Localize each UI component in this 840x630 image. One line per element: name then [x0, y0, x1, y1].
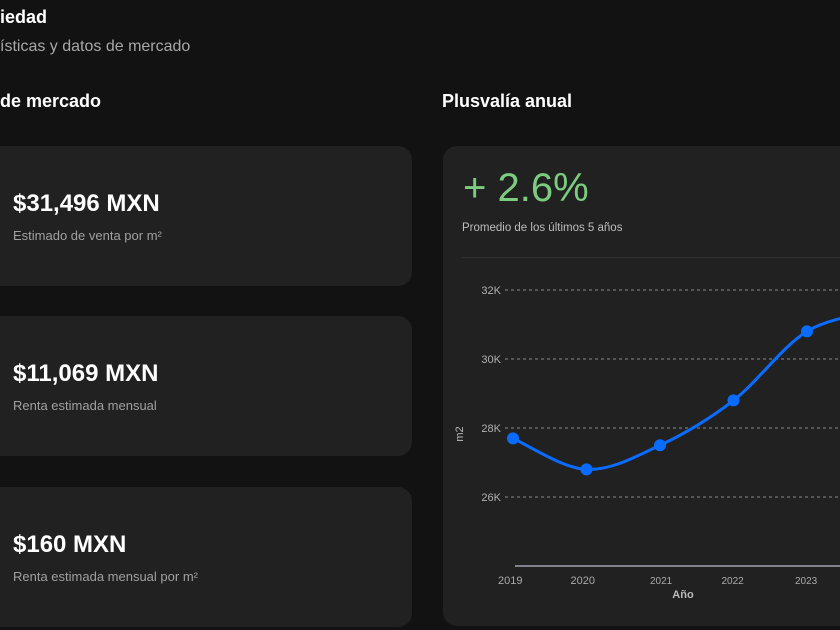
y-tick-label: 26K [481, 492, 501, 504]
x-tick-label: 2020 [571, 575, 595, 587]
data-point [580, 463, 593, 476]
market-section-title: de mercado [0, 91, 102, 111]
stat-value: $31,496 MXN [13, 190, 160, 217]
plusvalia-line-chart: 32K30K28K26K201920202021202220232024Añom… [454, 285, 840, 601]
stat-label: Renta estimada mensual [13, 398, 157, 413]
series-line [512, 317, 840, 471]
data-point [727, 394, 740, 407]
stat-label: Renta estimada mensual por m² [13, 569, 198, 584]
y-tick-label: 30K [481, 354, 501, 366]
data-point [654, 439, 666, 452]
plusvalia-card: + 2.6% Promedio de los últimos 5 años 32… [443, 146, 840, 626]
x-tick-label: 2023 [795, 576, 818, 587]
y-axis-title: m2 [454, 426, 466, 441]
plusvalia-section-title: Plusvalía anual [442, 91, 573, 111]
page-title: iedad [0, 7, 48, 27]
stat-value: $160 MXN [13, 531, 127, 558]
page-subtitle: ísticas y datos de mercado [0, 38, 191, 55]
sale-price-card: $31,496 MXN Estimado de venta por m² [0, 146, 412, 286]
x-tick-label: 2022 [722, 576, 745, 587]
x-tick-label: 2019 [498, 575, 522, 587]
stat-label: Estimado de venta por m² [13, 228, 162, 243]
data-point [507, 432, 519, 445]
plusvalia-caption: Promedio de los últimos 5 años [462, 222, 623, 234]
plusvalia-percent: + 2.6% [463, 166, 589, 210]
x-axis-title: Año [672, 589, 694, 601]
divider [462, 257, 840, 258]
rent-per-m2-card: $160 MXN Renta estimada mensual por m² [0, 487, 412, 627]
data-point [801, 325, 813, 338]
stat-value: $11,069 MXN [13, 360, 159, 387]
monthly-rent-card: $11,069 MXN Renta estimada mensual [0, 316, 412, 456]
y-tick-label: 32K [481, 285, 501, 297]
x-tick-label: 2021 [650, 576, 673, 587]
y-tick-label: 28K [481, 423, 501, 435]
